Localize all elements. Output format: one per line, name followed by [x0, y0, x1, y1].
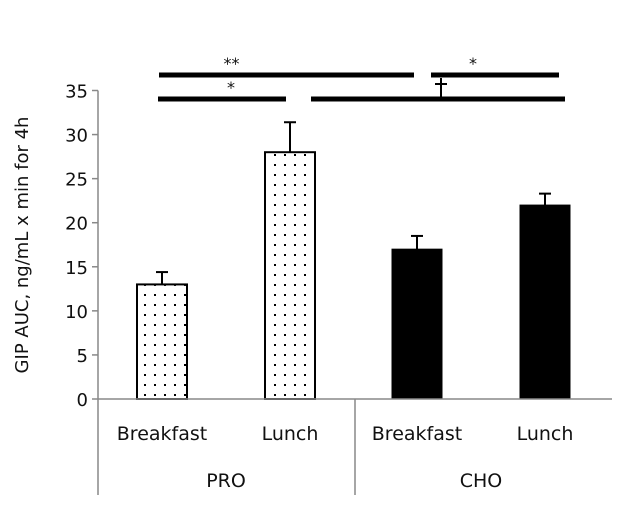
- bar-pattern: [266, 153, 314, 399]
- x-group-label: PRO: [206, 470, 246, 492]
- y-tick-label: 25: [65, 170, 88, 191]
- significance-label: *: [469, 54, 477, 73]
- y-tick-label: 10: [65, 302, 88, 323]
- y-tick-label: 5: [77, 346, 88, 367]
- x-category-label: Breakfast: [372, 423, 462, 445]
- bar: [391, 248, 443, 400]
- y-tick-label: 35: [65, 82, 88, 103]
- bar-pattern: [138, 285, 186, 399]
- y-tick-label: 0: [77, 390, 88, 411]
- x-group-label: CHO: [460, 470, 503, 492]
- bar: [519, 204, 571, 400]
- significance-label: *: [227, 78, 235, 97]
- y-tick-label: 20: [65, 214, 88, 235]
- y-tick-label: 15: [65, 258, 88, 279]
- x-category-label: Lunch: [262, 423, 319, 445]
- y-axis-label: GIP AUC, ng/mL x min for 4h: [12, 117, 33, 374]
- significance-label: **: [224, 54, 240, 73]
- x-category-label: Breakfast: [117, 423, 207, 445]
- x-category-label: Lunch: [517, 423, 574, 445]
- y-tick-label: 30: [65, 126, 88, 147]
